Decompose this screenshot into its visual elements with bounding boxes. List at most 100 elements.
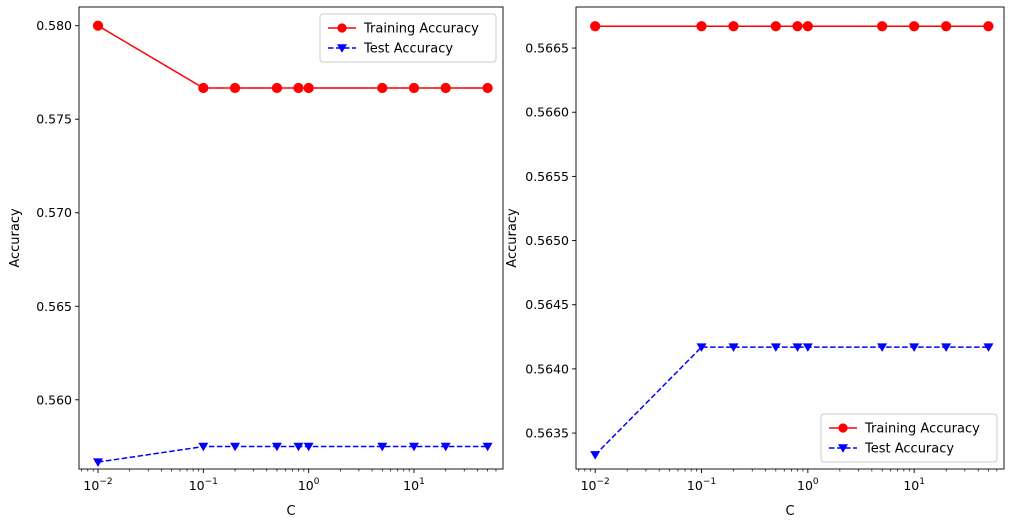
test-point (293, 442, 304, 452)
training-point (909, 21, 920, 32)
training-point (590, 21, 601, 32)
training-point (877, 21, 888, 32)
test-point (93, 458, 104, 467)
x-tick-label: 10−2 (83, 477, 112, 493)
training-point (728, 21, 739, 32)
x-tick-exponent: 1 (919, 477, 925, 487)
x-tick-base: 10 (403, 478, 419, 493)
y-tick-label: 0.570 (36, 205, 72, 220)
legend-label: Training Accuracy (363, 22, 479, 37)
legend-label: Training Accuracy (864, 422, 980, 437)
x-tick-base: 10 (687, 478, 703, 493)
test-point (941, 343, 952, 352)
x-tick-exponent: 0 (314, 477, 320, 487)
y-tick-label: 0.5655 (525, 169, 569, 184)
test-point (440, 442, 451, 452)
x-tick-base: 10 (83, 478, 99, 493)
y-axis-label: Accuracy (8, 208, 23, 268)
test-point (408, 442, 419, 452)
training-point (271, 82, 283, 94)
training-point (377, 82, 388, 94)
test-point (198, 442, 209, 452)
training-point (408, 82, 420, 94)
test-point (770, 343, 781, 352)
x-tick-exponent: 1 (419, 477, 425, 487)
x-tick-exponent: −2 (99, 477, 112, 487)
training-point (92, 20, 104, 31)
legend-label: Test Accuracy (864, 442, 954, 457)
y-tick-label: 0.5640 (525, 361, 569, 376)
axes-frame (78, 6, 504, 470)
test-point (590, 451, 601, 460)
training-point (770, 21, 781, 32)
x-tick-label: 100 (797, 477, 819, 493)
training-point (482, 82, 493, 94)
x-tick-exponent: 0 (813, 477, 819, 487)
legend: Training Accuracy Test Accuracy (820, 413, 998, 463)
series-line-test (594, 346, 989, 456)
x-axis-label: C (286, 504, 295, 519)
training-point (941, 21, 952, 32)
x-tick-exponent: −2 (596, 477, 609, 487)
x-tick-exponent: −1 (703, 477, 716, 487)
y-tick-label: 0.580 (36, 18, 72, 33)
training-point (293, 82, 304, 94)
y-tick-label: 0.5645 (525, 297, 569, 312)
test-point (877, 343, 888, 352)
legend-marker (838, 444, 848, 453)
x-tick-base: 10 (903, 478, 919, 493)
x-tick-label: 10−2 (581, 477, 610, 493)
training-point (440, 82, 451, 94)
test-point (792, 343, 803, 352)
series-line-test (97, 445, 488, 463)
test-point (303, 442, 314, 452)
x-tick-base: 10 (797, 478, 813, 493)
legend-marker (337, 44, 347, 53)
test-point (271, 442, 282, 452)
test-point (909, 343, 920, 352)
test-point (696, 343, 707, 352)
training-point (198, 82, 209, 94)
test-point (802, 343, 813, 352)
x-tick-label: 10−1 (687, 477, 716, 493)
x-tick-label: 101 (403, 477, 425, 493)
series-line-training (97, 25, 488, 89)
x-axis-label: C (785, 504, 794, 519)
x-tick-base: 10 (189, 478, 205, 493)
test-point (728, 343, 739, 352)
right-subplot: 0.5635 0.5640 0.5645 0.5650 0.5655 0.5660 0.56… (505, 6, 1005, 519)
y-tick-label: 0.5660 (525, 105, 569, 120)
axes-frame (575, 6, 1005, 470)
training-point (303, 82, 314, 94)
legend: Training Accuracy Test Accuracy (319, 13, 497, 63)
x-tick-label: 10−1 (189, 477, 218, 493)
y-tick-label: 0.5665 (525, 41, 569, 56)
training-point (802, 21, 813, 32)
legend-label: Test Accuracy (363, 42, 453, 57)
y-tick-label: 0.560 (36, 392, 72, 407)
y-tick-label: 0.5650 (525, 233, 569, 248)
legend-box (820, 413, 998, 463)
test-point (377, 442, 388, 452)
test-point (482, 442, 493, 452)
y-tick-label: 0.565 (36, 299, 72, 314)
y-tick-label: 0.575 (36, 112, 72, 127)
y-tick-label: 0.5635 (525, 426, 569, 441)
legend-marker (838, 423, 848, 433)
y-axis-label: Accuracy (505, 208, 520, 268)
training-point (229, 82, 241, 94)
x-tick-base: 10 (581, 478, 597, 493)
test-point (983, 343, 994, 352)
training-point (792, 21, 803, 32)
x-tick-exponent: −1 (205, 477, 218, 487)
legend-marker (337, 23, 347, 33)
training-point (696, 21, 707, 32)
legend-box (319, 13, 497, 63)
test-point (230, 442, 241, 452)
x-tick-base: 10 (298, 478, 314, 493)
x-tick-label: 100 (298, 477, 320, 493)
x-tick-label: 101 (903, 477, 925, 493)
training-point (983, 21, 994, 32)
